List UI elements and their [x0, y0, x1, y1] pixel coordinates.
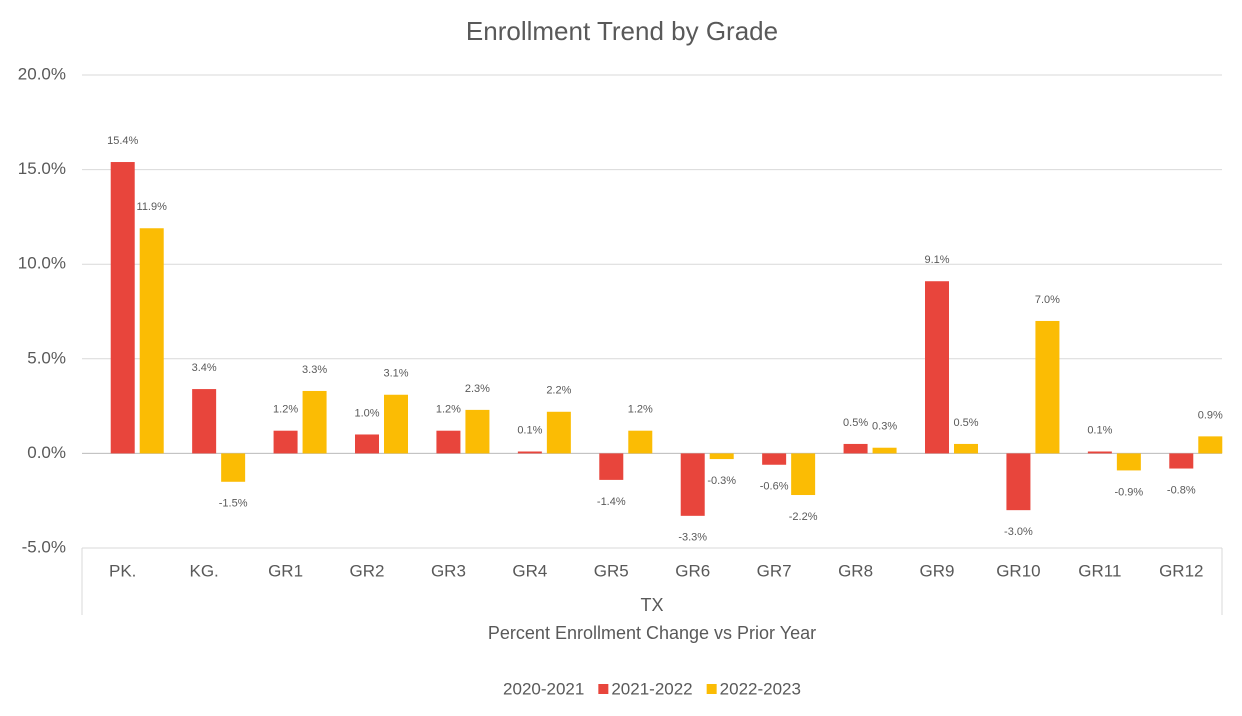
data-label: 9.1% [924, 254, 949, 266]
chart-title: Enrollment Trend by Grade [466, 16, 778, 46]
y-tick-label: 10.0% [18, 254, 66, 273]
bar [436, 430, 461, 454]
data-label: -2.2% [789, 511, 818, 523]
data-label: -0.3% [707, 475, 736, 487]
data-label: 1.2% [436, 404, 461, 416]
data-label: 0.1% [1087, 424, 1112, 436]
data-label: -0.9% [1114, 486, 1143, 498]
data-label: -0.6% [760, 481, 789, 493]
x-axis-title: Percent Enrollment Change vs Prior Year [488, 623, 816, 643]
data-label: 0.5% [953, 417, 978, 429]
data-label: 15.4% [107, 135, 138, 147]
bar [1198, 436, 1223, 454]
data-label: 3.3% [302, 364, 327, 376]
data-label: 2.2% [546, 385, 571, 397]
bar [680, 453, 705, 516]
x-tick-label: KG. [189, 561, 218, 580]
data-label: 0.5% [843, 417, 868, 429]
data-label: -3.3% [678, 532, 707, 544]
x-tick-label: GR4 [512, 561, 547, 580]
bar [762, 453, 787, 465]
x-tick-label: GR9 [920, 561, 955, 580]
data-label: -1.4% [597, 496, 626, 508]
x-tick-label: GR10 [996, 561, 1040, 580]
x-tick-label: GR2 [350, 561, 385, 580]
x-tick-label: GR3 [431, 561, 466, 580]
legend-marker [598, 684, 609, 694]
data-label: 11.9% [137, 201, 168, 213]
x-tick-label: GR5 [594, 561, 629, 580]
bar [1087, 451, 1112, 454]
data-label: -1.5% [219, 498, 248, 510]
data-label: 3.1% [383, 368, 408, 380]
y-tick-label: 5.0% [27, 348, 66, 367]
bar [302, 390, 327, 454]
x-tick-label: PK. [109, 561, 136, 580]
bar [192, 389, 217, 454]
data-label: 3.4% [192, 362, 217, 374]
legend-label: 2020-2021 [503, 679, 584, 698]
x-group-label: TX [640, 595, 663, 615]
data-label: 1.2% [273, 404, 298, 416]
x-tick-label: GR8 [838, 561, 873, 580]
data-label: 1.2% [628, 404, 653, 416]
data-label: -0.8% [1167, 484, 1196, 496]
bar [791, 453, 816, 496]
bar [954, 443, 978, 454]
x-tick-label: GR11 [1078, 561, 1121, 580]
bar [355, 434, 379, 454]
data-label: 1.0% [354, 407, 379, 419]
bar [599, 453, 624, 480]
bar [1006, 453, 1031, 511]
x-tick-label: GR1 [268, 561, 303, 580]
data-label: 7.0% [1035, 294, 1060, 306]
x-tick-label: GR12 [1159, 561, 1203, 580]
bar [872, 447, 897, 454]
data-label: -3.0% [1004, 526, 1033, 538]
x-tick-label: GR7 [757, 561, 792, 580]
data-label: 2.3% [465, 383, 490, 395]
legend-label: 2021-2022 [611, 679, 692, 698]
bar [384, 394, 408, 454]
bar [628, 430, 653, 454]
bar [843, 443, 868, 454]
data-label: 0.9% [1198, 409, 1223, 421]
y-tick-label: -5.0% [22, 537, 66, 556]
bar [221, 453, 246, 482]
legend-label: 2022-2023 [720, 679, 801, 698]
bar [110, 162, 135, 454]
data-label: 0.3% [872, 421, 897, 433]
bar [925, 281, 949, 454]
y-tick-label: 15.0% [18, 159, 66, 178]
bar [1169, 453, 1194, 469]
y-tick-label: 0.0% [27, 443, 66, 462]
bar [517, 451, 542, 454]
bar [546, 411, 571, 454]
legend-marker [706, 684, 717, 694]
bar [273, 430, 298, 454]
bar [1116, 453, 1141, 471]
bar [465, 409, 490, 454]
y-tick-label: 20.0% [18, 64, 66, 83]
bar [709, 453, 734, 460]
bar [1035, 320, 1060, 454]
x-tick-label: GR6 [675, 561, 710, 580]
bar [139, 228, 164, 454]
data-label: 0.1% [517, 424, 542, 436]
